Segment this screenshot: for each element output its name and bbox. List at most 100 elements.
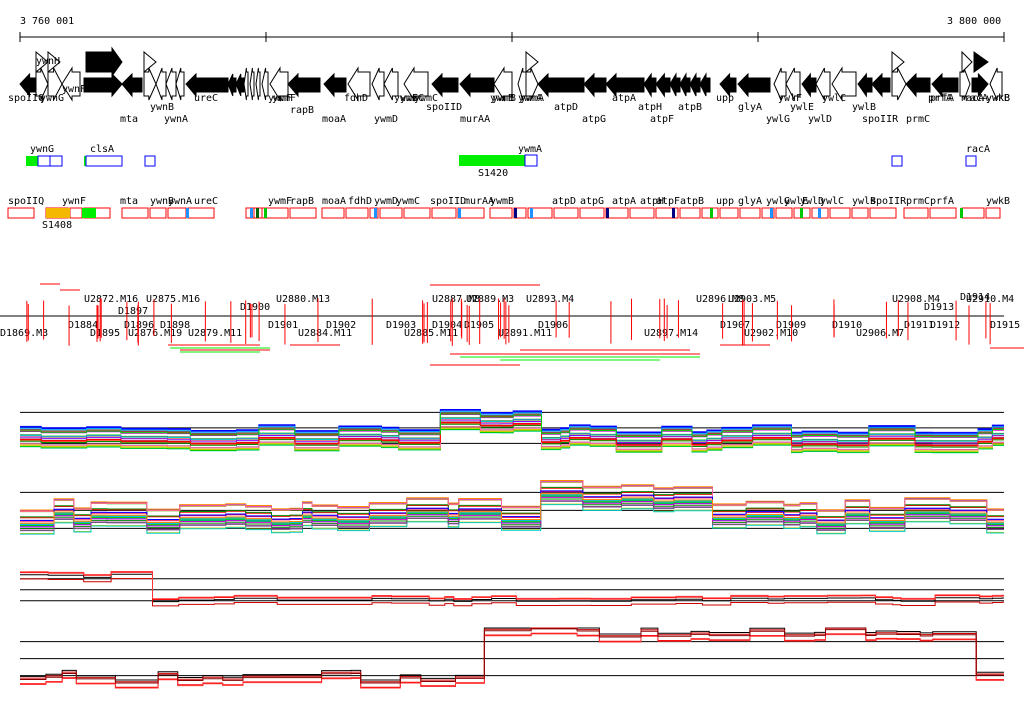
feature-stripe [250, 208, 253, 218]
gene-label: ywlD [808, 114, 832, 125]
feature-label: S1408 [42, 220, 72, 231]
tu-box [891, 155, 903, 167]
probe-label: D1900 [240, 302, 270, 313]
feature-box-orange [46, 208, 70, 218]
feature-label: upp [716, 196, 734, 207]
tu-box [965, 155, 977, 167]
feature-box [903, 207, 929, 219]
feature-label: moaA [322, 196, 346, 207]
coordinate-ruler: 3 760 001 3 800 000 [19, 16, 1005, 42]
gene-arrow [699, 72, 711, 97]
feature-box [7, 207, 35, 219]
expression-line [20, 500, 1004, 531]
gene-arrow [493, 66, 513, 102]
gene-arrow [583, 72, 607, 98]
gene-label: ywlC [822, 93, 846, 104]
gene-label: ywkB [986, 93, 1010, 104]
gene-label: clsA [86, 81, 110, 92]
gene-label: ywnH [36, 56, 60, 67]
feature-label: ywlC [820, 196, 844, 207]
feature-box-green [82, 208, 96, 218]
probe-label: D1898 [160, 320, 190, 331]
probe-label: U2897.M14 [644, 328, 698, 339]
feature-label: ywmF [268, 196, 292, 207]
gene-label: ywmF [272, 93, 296, 104]
gene-arrow [185, 72, 229, 98]
gene-arrow [35, 67, 49, 101]
gene-label: atpF [650, 114, 674, 125]
expression-line [20, 573, 1004, 603]
feature-stripe [710, 208, 713, 218]
feature-label: ywmC [396, 196, 420, 207]
feature-box [167, 207, 187, 219]
feature-box [775, 207, 793, 219]
feature-label: ywlD [800, 196, 824, 207]
feature-label: ywlG [766, 196, 790, 207]
probe-label: U2889.M3 [466, 294, 514, 305]
feature-stripe [800, 208, 803, 218]
gene-label: spoIID [426, 102, 462, 113]
gene-label: rapB [290, 105, 314, 116]
expression-line [20, 628, 1004, 684]
probe-label: D1896 [124, 320, 154, 331]
gene-arrow [383, 67, 399, 101]
gene-label: ywmD [374, 114, 398, 125]
feature-label: prmC [906, 196, 930, 207]
probe-label: D1869.M3 [0, 328, 48, 339]
gene-label: ywnA [164, 114, 188, 125]
feature-label: ywlB [852, 196, 876, 207]
gene-arrow [255, 67, 261, 101]
gene-arrow [679, 72, 691, 97]
feature-stripe [458, 208, 461, 218]
expression-line [20, 486, 1004, 518]
gene-arrow [61, 66, 81, 102]
feature-label: ywlE [784, 196, 808, 207]
probe-label: U2876.M19 [128, 328, 182, 339]
feature-box [403, 207, 431, 219]
tu-label: S1420 [478, 168, 508, 179]
gene-label: mta [120, 114, 138, 125]
feature-stripe [374, 208, 377, 218]
expression-line [20, 633, 1004, 689]
expression-line [20, 426, 1004, 451]
gene-arrow [261, 67, 269, 101]
feature-stripe [514, 208, 517, 218]
gene-arrow [891, 50, 905, 74]
gene-label: ywmE [394, 93, 418, 104]
feature-label: glyA [738, 196, 762, 207]
feature-stripe [672, 208, 675, 218]
feature-box [739, 207, 761, 219]
tu-box [37, 155, 51, 167]
feature-label: atpG [580, 196, 604, 207]
gene-arrow [269, 66, 289, 102]
gene-label: ywmA [518, 93, 542, 104]
gene-label: ywmA [520, 93, 544, 104]
tu-box [49, 155, 63, 167]
gene-arrow [773, 67, 787, 101]
gene-label: ywmB [490, 93, 514, 104]
gene-arrow [143, 67, 157, 101]
probe-label: D1897 [118, 306, 148, 317]
probe-label: U2879.M11 [188, 328, 242, 339]
tu-label: ywnG [30, 144, 54, 155]
gene-arrow [959, 67, 971, 101]
probe-label: U2884.M11 [298, 328, 352, 339]
feature-box [985, 207, 1001, 219]
expression-line [20, 571, 1004, 600]
gene-arrow [857, 72, 873, 98]
feature-label: atpA [612, 196, 636, 207]
tu-label: clsA [90, 144, 114, 155]
probe-label: D1905 [464, 320, 494, 331]
gene-arrow [19, 72, 37, 98]
feature-box [851, 207, 869, 219]
feature-stripe [770, 208, 773, 218]
probe-label: D1884 [68, 320, 98, 331]
gene-label: ywmB [492, 93, 516, 104]
gene-arrow [459, 72, 495, 98]
probe-label: U2885.M11 [404, 328, 458, 339]
gene-label: prfA [930, 93, 954, 104]
probe-label: U2891.M11 [498, 328, 552, 339]
probe-label: D1915 [990, 320, 1020, 331]
